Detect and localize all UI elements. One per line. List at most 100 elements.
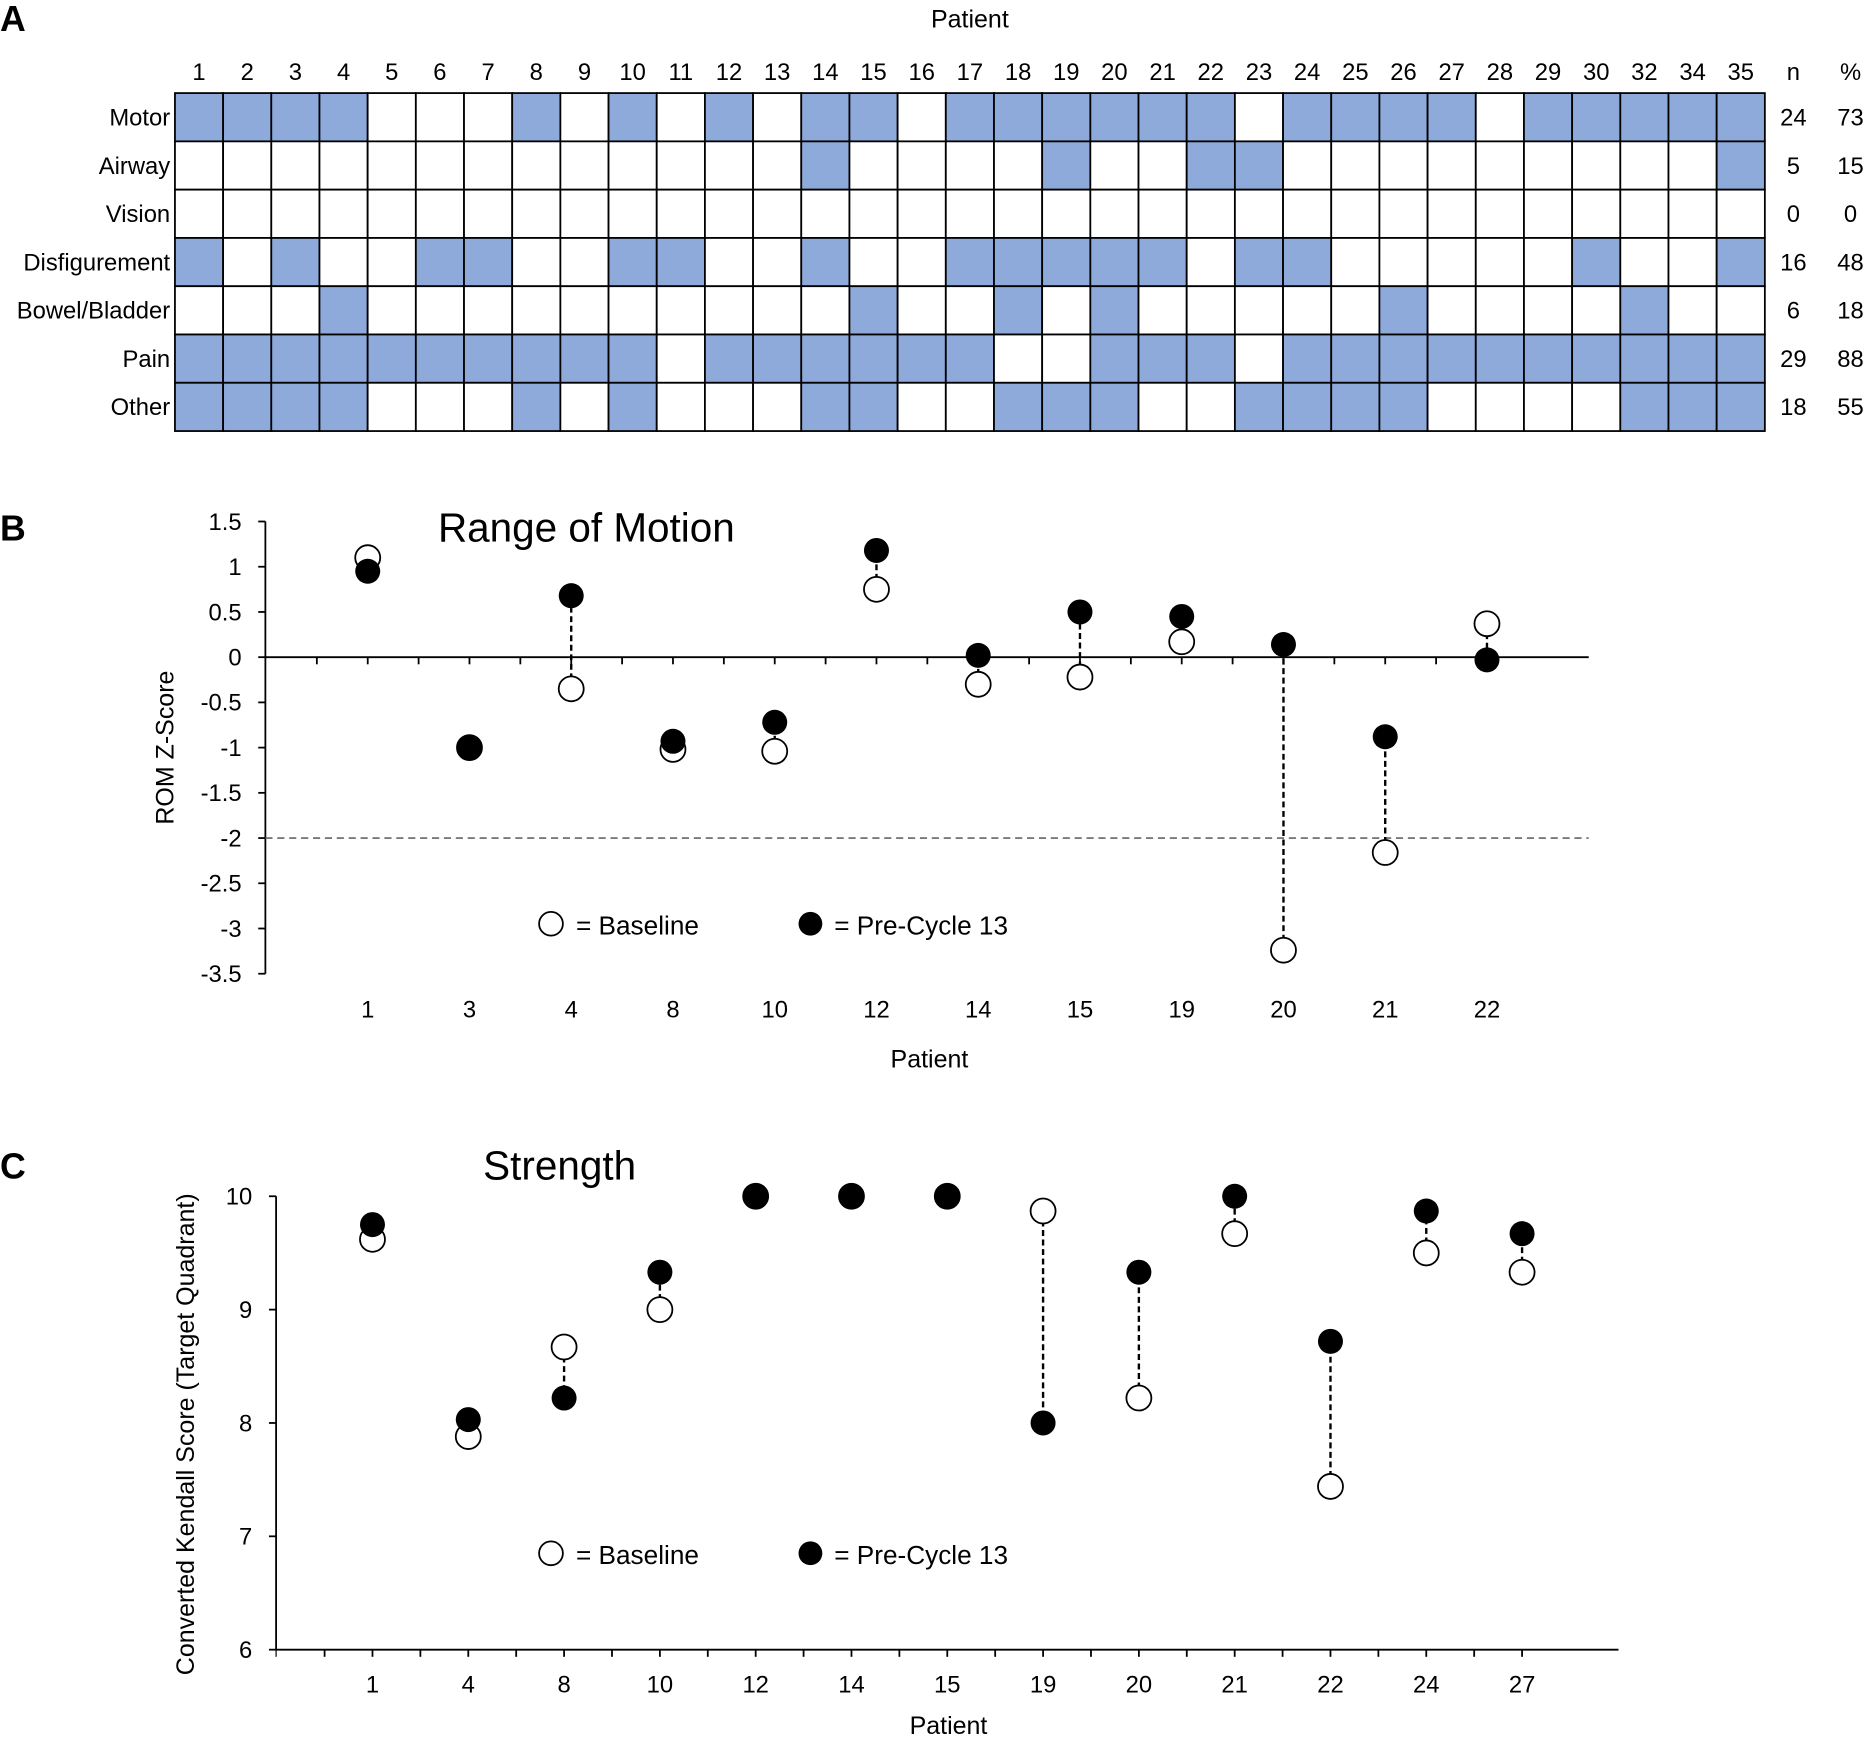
column-label: 14 bbox=[812, 59, 838, 86]
baseline-point bbox=[1317, 1473, 1344, 1500]
heatmap-cell-absent bbox=[1233, 285, 1284, 336]
heatmap-cell-absent bbox=[511, 237, 562, 288]
heatmap-cell-present bbox=[414, 333, 465, 384]
row-pct: 55 bbox=[1837, 394, 1863, 421]
heatmap-cell-present bbox=[1426, 92, 1477, 143]
heatmap-cell-absent bbox=[1426, 285, 1477, 336]
column-label: 17 bbox=[957, 59, 983, 86]
heatmap-cell-present bbox=[270, 381, 321, 432]
heatmap-cell-present bbox=[1137, 237, 1188, 288]
heatmap-cell-present bbox=[366, 333, 417, 384]
heatmap-cell-absent bbox=[318, 140, 369, 191]
heatmap-cell-present bbox=[1523, 333, 1574, 384]
heatmap-cell-present bbox=[1089, 381, 1140, 432]
heatmap-cell-absent bbox=[607, 285, 658, 336]
precycle13-point bbox=[743, 1183, 769, 1209]
heatmap-cell-absent bbox=[1667, 140, 1718, 191]
heatmap-cell-present bbox=[1619, 381, 1670, 432]
baseline-point bbox=[964, 670, 992, 698]
heatmap-cell-absent bbox=[1426, 381, 1477, 432]
heatmap-cell-present bbox=[1378, 381, 1429, 432]
precycle13-point bbox=[1509, 1221, 1535, 1247]
precycle13-point bbox=[558, 583, 584, 609]
heatmap-cell-present bbox=[318, 333, 369, 384]
x-tick-label: 21 bbox=[1221, 1672, 1247, 1699]
heatmap-cell-absent bbox=[655, 333, 706, 384]
heatmap-title: Patient bbox=[931, 6, 1009, 34]
heatmap-cell-present bbox=[1378, 92, 1429, 143]
x-tick-label: 19 bbox=[1030, 1672, 1056, 1699]
baseline-point bbox=[1125, 1384, 1153, 1412]
column-label: 19 bbox=[1053, 59, 1079, 86]
heatmap-cell-absent bbox=[511, 140, 562, 191]
rom-xlabel: Patient bbox=[891, 1046, 969, 1074]
heatmap-cell-absent bbox=[511, 285, 562, 336]
precycle13-point bbox=[934, 1183, 960, 1209]
heatmap-cell-absent bbox=[1330, 188, 1381, 239]
heatmap-cell-present bbox=[1041, 140, 1092, 191]
heatmap-cell-present bbox=[848, 381, 899, 432]
x-tick-label: 27 bbox=[1509, 1672, 1535, 1699]
x-tick-label: 10 bbox=[647, 1672, 673, 1699]
heatmap-cell-present bbox=[1715, 92, 1766, 143]
column-label: 12 bbox=[716, 59, 742, 86]
x-tick-label: 3 bbox=[463, 997, 476, 1024]
y-tick-label: -0.5 bbox=[201, 690, 242, 717]
x-tick-label: 15 bbox=[934, 1672, 960, 1699]
heatmap-cell-absent bbox=[704, 381, 754, 432]
x-tick-label: 1 bbox=[361, 997, 374, 1024]
heatmap-cell-present bbox=[511, 381, 562, 432]
y-tick-label: 0 bbox=[228, 645, 241, 672]
row-n: 0 bbox=[1787, 201, 1800, 228]
heatmap-cell-absent bbox=[1523, 188, 1574, 239]
column-label: 5 bbox=[385, 59, 398, 86]
heatmap-cell-absent bbox=[1089, 188, 1140, 239]
heatmap-cell-absent bbox=[270, 285, 321, 336]
heatmap-cell-absent bbox=[414, 285, 465, 336]
heatmap-cell-absent bbox=[607, 188, 658, 239]
y-tick-label: 1 bbox=[228, 554, 241, 581]
baseline-point bbox=[761, 737, 789, 765]
heatmap-cell-absent bbox=[1282, 140, 1333, 191]
column-label: 30 bbox=[1583, 59, 1609, 86]
heatmap-cell-present bbox=[800, 140, 851, 191]
heatmap-cell-absent bbox=[1330, 285, 1381, 336]
precycle13-point bbox=[838, 1183, 864, 1209]
heatmap-cell-absent bbox=[655, 285, 706, 336]
range-of-motion-chart: Range of Motion Patient ROM Z-Score = Ba… bbox=[152, 505, 1589, 1074]
heatmap-cell-absent bbox=[1041, 188, 1092, 239]
precycle13-point bbox=[1067, 599, 1093, 625]
heatmap-cell-absent bbox=[704, 237, 754, 288]
precycle13-point bbox=[1270, 632, 1296, 658]
heatmap-cell-absent bbox=[366, 237, 417, 288]
heatmap-cell-absent bbox=[752, 140, 803, 191]
row-pct: 48 bbox=[1837, 249, 1863, 276]
precycle13-point bbox=[456, 735, 482, 761]
precycle13-point bbox=[359, 1212, 385, 1238]
heatmap-cell-absent bbox=[222, 140, 273, 191]
column-label: 9 bbox=[578, 59, 591, 86]
heatmap-cell-present bbox=[800, 381, 851, 432]
heatmap-cell-absent bbox=[463, 381, 514, 432]
heatmap-cell-present bbox=[1571, 237, 1622, 288]
heatmap-cell-absent bbox=[848, 188, 899, 239]
heatmap-cell-absent bbox=[174, 188, 225, 239]
heatmap-cell-present bbox=[993, 285, 1044, 336]
y-tick-label: -1 bbox=[220, 735, 241, 762]
heatmap-cell-absent bbox=[655, 381, 706, 432]
heatmap-cell-absent bbox=[1378, 188, 1429, 239]
column-label: 26 bbox=[1390, 59, 1416, 86]
baseline-point bbox=[1168, 628, 1196, 656]
heatmap-cell-absent bbox=[1571, 140, 1622, 191]
precycle13-point bbox=[863, 537, 889, 563]
heatmap-cell-present bbox=[1330, 92, 1381, 143]
heatmap-cell-absent bbox=[1233, 92, 1284, 143]
heatmap-cell-absent bbox=[1474, 188, 1525, 239]
row-n: 5 bbox=[1787, 153, 1800, 180]
heatmap-cell-absent bbox=[414, 381, 465, 432]
heatmap-cell-absent bbox=[366, 188, 417, 239]
heatmap-cell-absent bbox=[1185, 381, 1236, 432]
heatmap-cell-present bbox=[1619, 285, 1670, 336]
heatmap-cell-absent bbox=[848, 140, 899, 191]
heatmap-cell-absent bbox=[1523, 237, 1574, 288]
